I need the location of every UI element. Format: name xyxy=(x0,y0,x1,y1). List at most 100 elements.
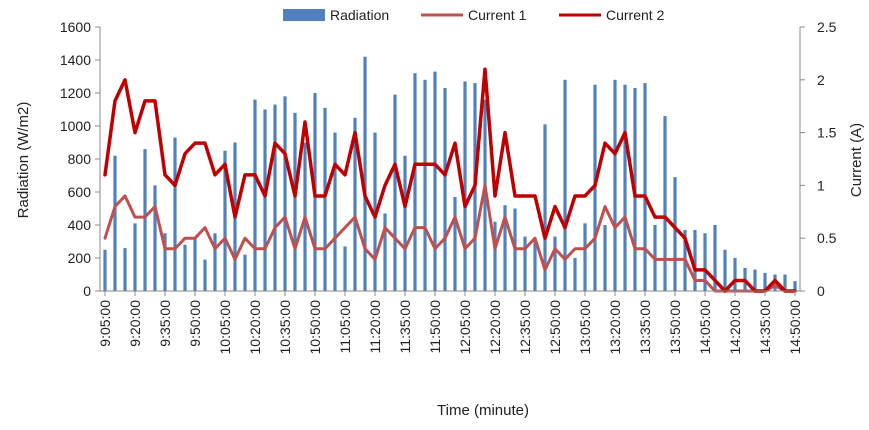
x-tick-label: 10:05:00 xyxy=(217,300,233,355)
radiation-bar xyxy=(183,244,187,291)
radiation-bar xyxy=(543,124,547,291)
x-tick-label: 9:20:00 xyxy=(127,300,143,347)
legend-swatch xyxy=(283,9,325,21)
y-right-tick-label: 1 xyxy=(817,177,825,193)
radiation-bar xyxy=(503,205,507,291)
radiation-bar xyxy=(403,155,407,291)
radiation-bar xyxy=(573,258,577,291)
y-right-tick-label: 0 xyxy=(817,283,825,299)
lines-layer xyxy=(103,67,797,293)
radiation-bar xyxy=(153,185,157,291)
radiation-bar xyxy=(393,94,397,292)
radiation-bar xyxy=(223,150,227,291)
radiation-bar xyxy=(123,248,127,291)
radiation-bar xyxy=(463,81,467,291)
radiation-bar xyxy=(533,238,537,291)
radiation-bar xyxy=(753,269,757,291)
radiation-bar xyxy=(253,99,257,291)
legend-label: Current 2 xyxy=(606,7,665,23)
y-right-tick-label: 2.5 xyxy=(817,19,837,35)
radiation-bar xyxy=(433,71,437,291)
radiation-bar xyxy=(263,109,267,291)
radiation-bar xyxy=(133,223,137,291)
radiation-bar xyxy=(363,56,367,292)
x-tick-label: 13:05:00 xyxy=(577,300,593,355)
x-tick-label: 11:05:00 xyxy=(337,300,353,354)
radiation-bar xyxy=(763,272,767,291)
x-tick-label: 13:20:00 xyxy=(607,300,623,355)
y-axis-left-title: Radiation (W/m2) xyxy=(15,102,32,219)
x-axis-title: Time (minute) xyxy=(437,402,529,419)
radiation-bar xyxy=(213,233,217,291)
radiation-bar xyxy=(203,259,207,291)
radiation-bar xyxy=(423,79,427,291)
y-left-tick-label: 200 xyxy=(68,250,92,266)
x-tick-label: 14:20:00 xyxy=(727,300,743,355)
radiation-bar xyxy=(793,281,797,291)
radiation-bar xyxy=(523,236,527,291)
legend-label: Radiation xyxy=(330,7,389,23)
legend-item-radiation: Radiation xyxy=(283,7,389,23)
radiation-bar xyxy=(413,73,417,291)
legend-label: Current 1 xyxy=(468,7,527,23)
y-right-tick-label: 0.5 xyxy=(817,230,837,246)
radiation-bar xyxy=(283,96,287,291)
x-tick-label: 12:05:00 xyxy=(457,300,473,355)
x-tick-label: 11:35:00 xyxy=(397,300,413,354)
x-tick-label: 10:50:00 xyxy=(307,300,323,355)
x-tick-label: 9:50:00 xyxy=(187,300,203,347)
x-tick-label: 10:20:00 xyxy=(247,300,263,355)
radiation-bar xyxy=(453,196,457,291)
radiation-bar xyxy=(583,223,587,291)
y-left-tick-label: 800 xyxy=(68,151,92,167)
radiation-bar xyxy=(483,99,487,291)
x-tick-label: 10:35:00 xyxy=(277,300,293,355)
y-axis-right-title: Current (A) xyxy=(848,123,865,197)
radiation-bar xyxy=(663,116,667,291)
y-right-tick-label: 2 xyxy=(817,72,825,88)
ticks-layer: 0 200 400 600 800 1000 1200 1400 1600 0 0.5 1 1.5 2 2.… xyxy=(60,19,837,355)
current-2-line xyxy=(103,67,797,293)
x-tick-label: 13:50:00 xyxy=(667,300,683,355)
radiation-bar xyxy=(343,246,347,291)
radiation-bar xyxy=(333,132,337,291)
x-tick-label: 9:05:00 xyxy=(97,300,113,347)
radiation-bar xyxy=(243,254,247,291)
radiation-bar xyxy=(143,149,147,291)
radiation-bar xyxy=(723,249,727,291)
y-left-tick-label: 1200 xyxy=(60,85,91,101)
legend: Radiation Current 1 Current 2 xyxy=(283,7,665,23)
radiation-bar xyxy=(293,112,297,291)
radiation-bar xyxy=(553,236,557,291)
radiation-bar xyxy=(323,107,327,291)
radiation-bar xyxy=(273,104,277,291)
y-left-tick-label: 0 xyxy=(83,283,91,299)
radiation-bar xyxy=(443,88,447,291)
x-tick-label: 13:35:00 xyxy=(637,300,653,355)
y-right-tick-label: 1.5 xyxy=(817,125,837,141)
x-tick-label: 14:50:00 xyxy=(787,300,803,355)
y-left-tick-label: 1400 xyxy=(60,52,91,68)
radiation-bar xyxy=(173,137,177,291)
y-left-tick-label: 1000 xyxy=(60,118,91,134)
x-tick-label: 12:20:00 xyxy=(487,300,503,355)
radiation-bar xyxy=(623,84,627,291)
x-tick-label: 11:50:00 xyxy=(427,300,443,354)
radiation-bar xyxy=(163,233,167,291)
radiation-bar xyxy=(733,258,737,291)
radiation-bar xyxy=(613,79,617,291)
x-tick-label: 12:35:00 xyxy=(517,300,533,355)
radiation-bar xyxy=(193,238,197,291)
bars-layer xyxy=(103,56,797,292)
radiation-bar xyxy=(563,79,567,291)
x-tick-label: 9:35:00 xyxy=(157,300,173,347)
x-tick-label: 14:35:00 xyxy=(757,300,773,355)
y-left-tick-label: 1600 xyxy=(60,19,91,35)
y-left-tick-label: 600 xyxy=(68,184,92,200)
radiation-bar xyxy=(713,225,717,291)
radiation-bar xyxy=(383,213,387,291)
legend-item-current-2: Current 2 xyxy=(559,7,665,23)
radiation-bar xyxy=(643,83,647,291)
